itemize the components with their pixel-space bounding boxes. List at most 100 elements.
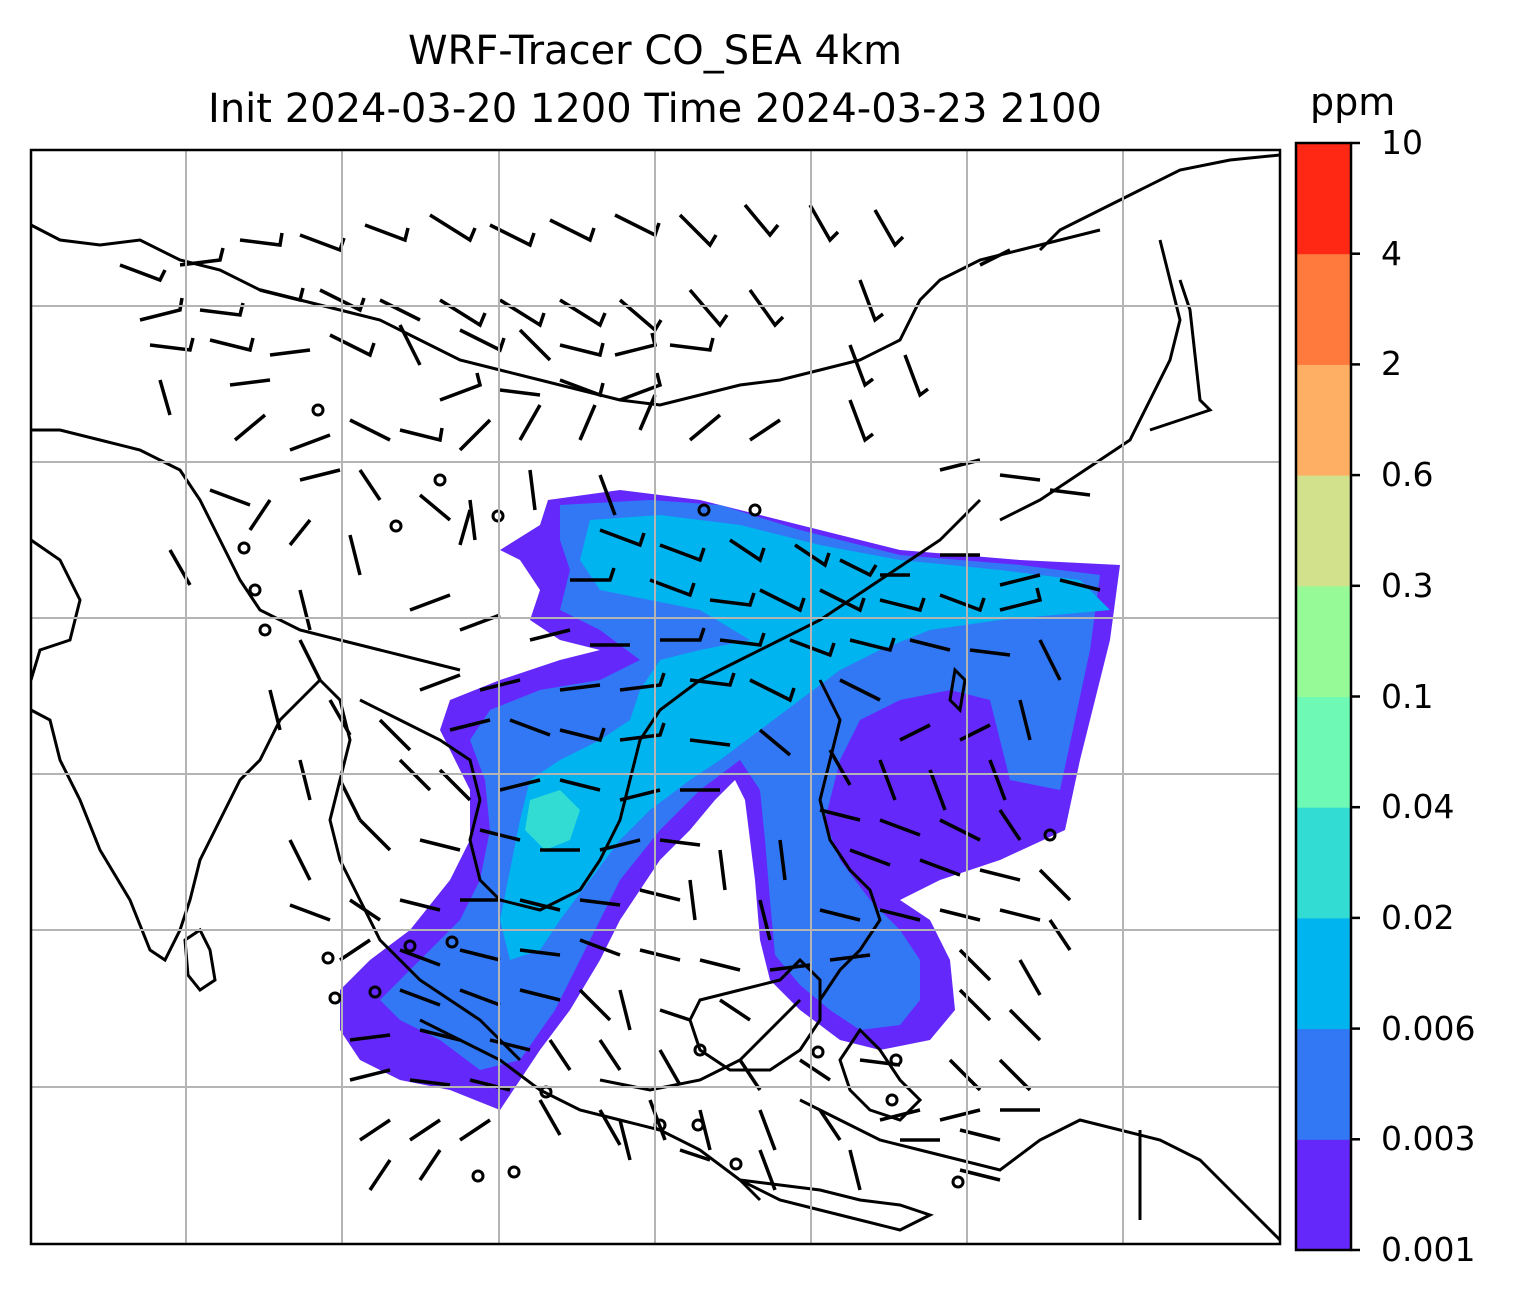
wind-barb (518, 404, 542, 441)
wind-barb (459, 988, 501, 1007)
wind-barb (839, 678, 881, 702)
calm-wind-markers (237, 403, 1057, 1189)
wind-barb (758, 899, 772, 941)
wind-barb (619, 788, 661, 802)
wind-barb (419, 673, 461, 692)
colorbar-segment (1296, 1139, 1351, 1251)
wind-barb (269, 348, 311, 357)
wind-barb (449, 718, 491, 732)
wind-barb (288, 839, 312, 881)
wind-barb (549, 218, 596, 243)
wind-barb (818, 1109, 842, 1141)
wind-barb (719, 998, 751, 1022)
wind-barb (749, 418, 781, 442)
wind-barb (459, 948, 501, 962)
wind-barb (349, 418, 391, 442)
calm-marker (889, 1053, 903, 1067)
colorbar-segment (1296, 143, 1351, 255)
wind-barb (368, 1159, 392, 1191)
calm-marker (389, 519, 403, 533)
wind-barb (578, 988, 612, 1022)
map-subtitle: Init 2024-03-20 1200 Time 2024-03-23 210… (208, 86, 1102, 132)
wind-barb (849, 848, 891, 867)
wind-barb (268, 689, 282, 731)
wind-barb (998, 809, 1022, 841)
calm-marker (403, 939, 417, 953)
wind-barb (579, 938, 621, 957)
wind-barb (378, 718, 412, 752)
wind-barb (548, 1039, 572, 1071)
wind-barb (839, 558, 878, 578)
coastline-korea-japan (999, 153, 1280, 522)
wind-barb (1008, 1008, 1042, 1042)
wind-barb (598, 1109, 622, 1146)
wind-barb (579, 898, 621, 907)
wind-barb (209, 488, 251, 507)
wind-barb (698, 1109, 712, 1151)
calm-marker (811, 1045, 825, 1059)
wind-barb (778, 839, 787, 881)
wind-barb (289, 433, 331, 452)
wind-barb (743, 203, 780, 238)
wind-barb (349, 1033, 391, 1042)
calm-marker (237, 541, 251, 555)
colorbar-segment (1296, 475, 1351, 587)
wind-barb (459, 328, 506, 353)
wind-barb (364, 223, 410, 243)
colorbar-segment (1296, 253, 1351, 365)
wind-barb (399, 898, 441, 912)
wind-barb (639, 888, 681, 902)
wind-barb (794, 543, 831, 568)
wind-barb (999, 573, 1041, 587)
wind-barb (429, 213, 477, 243)
wind-barb (1059, 578, 1101, 592)
colorbar (1296, 141, 1360, 1252)
wind-barb (618, 989, 632, 1031)
coastline-srilanka (183, 927, 217, 993)
coastline-taiwan (948, 666, 967, 714)
wind-barb (1038, 868, 1072, 902)
wind-barb (939, 1108, 981, 1122)
wind-barb (1018, 699, 1032, 741)
wind-barb (819, 588, 866, 613)
wind-barb (229, 378, 271, 387)
wind-barb (718, 849, 727, 891)
wind-barb (458, 418, 492, 452)
wind-barb (598, 474, 617, 516)
wind-barb (658, 1049, 682, 1086)
wind-barb (289, 903, 331, 922)
wind-barb (468, 499, 477, 541)
wind-barb (738, 1059, 762, 1091)
wind-barb (599, 528, 646, 548)
wind-barb (679, 1148, 711, 1162)
wind-barb (829, 953, 871, 962)
wind-barb (439, 372, 483, 402)
wind-barb (659, 838, 701, 847)
wind-barb (619, 722, 666, 742)
wind-barb (419, 1028, 461, 1042)
colorbar-unit-label: ppm (1310, 80, 1396, 124)
wind-barb (409, 1078, 451, 1087)
wind-barb (499, 298, 546, 328)
wind-barb (678, 213, 718, 248)
wind-barb (519, 948, 561, 957)
wind-barb (519, 898, 561, 912)
wind-barb (759, 588, 806, 613)
wind-barb (1049, 488, 1091, 497)
wind-barb (409, 1118, 441, 1142)
colorbar-tick-label: 4 (1381, 233, 1402, 273)
wind-barb (209, 337, 255, 353)
wind-barb (639, 948, 681, 962)
wind-barb (399, 427, 444, 443)
wind-barb (689, 738, 731, 747)
wind-barb (879, 1108, 921, 1122)
colorbar-tick-label: 0.006 (1381, 1008, 1476, 1048)
colorbar-tick-label: 0.3 (1381, 565, 1434, 605)
wind-barb (958, 948, 992, 982)
wind-barb (649, 578, 696, 598)
wind-barb (719, 632, 766, 647)
wind-barb (559, 298, 607, 328)
wind-barb (899, 723, 931, 742)
wind-barb (559, 378, 605, 398)
